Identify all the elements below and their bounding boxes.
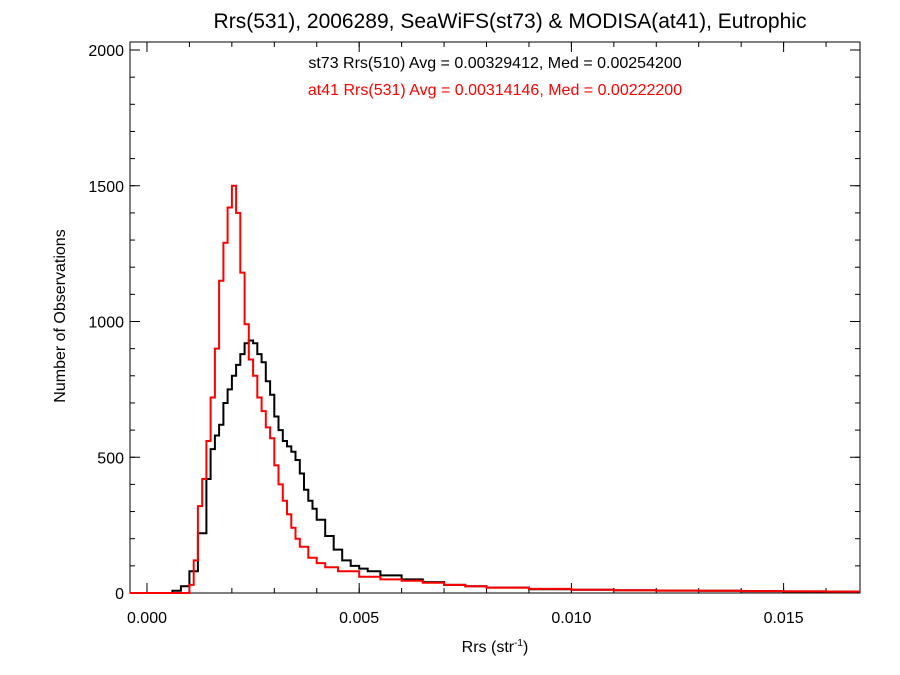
y-tick-label: 1000 <box>88 315 124 332</box>
y-tick-label: 500 <box>97 450 124 467</box>
x-tick-label: 0.000 <box>127 610 167 627</box>
y-axis-label: Number of Observations <box>52 229 69 402</box>
legend-entry-at41: at41 Rrs(531) Avg = 0.00314146, Med = 0.… <box>308 82 682 99</box>
x-tick-label: 0.015 <box>764 610 804 627</box>
x-tick-label: 0.005 <box>339 610 379 627</box>
y-tick-label: 0 <box>115 586 124 603</box>
y-tick-label: 2000 <box>88 43 124 60</box>
series-st73-line <box>130 339 860 594</box>
y-tick-label: 1500 <box>88 179 124 196</box>
x-axis-label: Rrs (str-1) <box>462 638 529 656</box>
chart-title: Rrs(531), 2006289, SeaWiFS(st73) & MODIS… <box>214 10 807 33</box>
x-axis: 0.000 0.005 0.010 0.015 <box>127 42 827 627</box>
series-group <box>130 184 860 594</box>
y-axis: 0 500 1000 1500 2000 <box>88 43 860 603</box>
series-at41-line <box>130 184 860 594</box>
legend-entry-st73: st73 Rrs(510) Avg = 0.00329412, Med = 0.… <box>308 55 681 72</box>
x-tick-label: 0.010 <box>551 610 591 627</box>
plot-frame <box>129 41 861 594</box>
